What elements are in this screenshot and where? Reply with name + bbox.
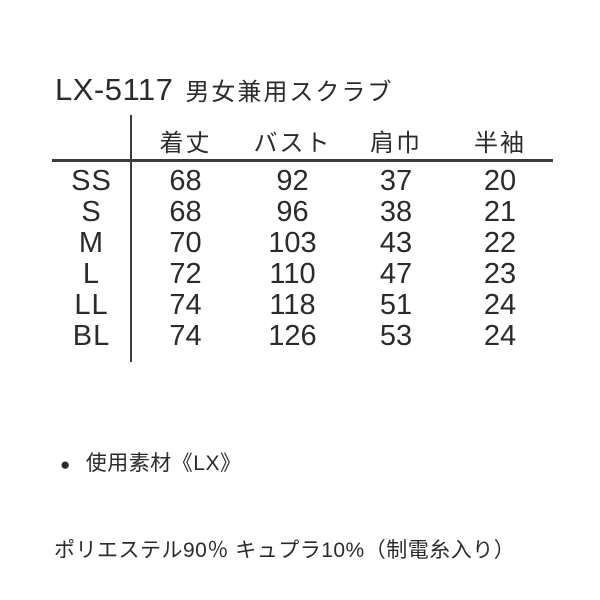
size-label: S [81,196,102,228]
cell-sleeve: 23 [483,258,517,290]
cell-shoulder: 53 [379,320,413,352]
cell-shoulder: 37 [379,165,413,197]
cell-bust: 96 [276,196,309,228]
cell-sleeve: 24 [483,320,517,352]
cell-sleeve: 22 [483,227,517,259]
cell-length: 74 [169,320,202,352]
cell-length: 72 [169,258,202,290]
cell-length: 68 [169,165,202,197]
cell-bust: 103 [268,227,317,259]
cell-bust: 118 [269,289,316,321]
table-body: SS 68 92 37 20 S 68 96 38 21 M 70 103 43… [52,166,553,352]
table-vertical-rule [130,115,132,362]
bullet-icon: ● [60,454,71,474]
material-info: ● 使用素材《LX》 ポリエステル90％ キュプラ10%（制電糸入り） 制菌加工… [54,394,515,600]
material-composition-line: ポリエステル90％ キュプラ10%（制電糸入り） [54,539,516,562]
material-heading-line: ● 使用素材《LX》 [54,450,515,478]
cell-bust: 110 [269,258,316,290]
cell-shoulder: 38 [379,196,413,228]
size-label: L [82,258,101,290]
table-row: L 72 110 47 23 [52,259,553,290]
column-header-bust: バスト [253,130,332,157]
table-row: SS 68 92 37 20 [52,166,553,197]
table-horizontal-rule [52,159,553,162]
cell-length: 74 [169,289,202,321]
table-row: BL 74 126 53 24 [52,321,553,352]
cell-shoulder: 51 [379,289,413,321]
cell-shoulder: 47 [379,258,413,290]
page-title: LX-5117 男女兼用スクラブ [55,72,393,108]
cell-sleeve: 20 [483,165,517,197]
cell-length: 68 [169,196,202,228]
table-header-row: 着丈 バスト 肩巾 半袖 [52,115,553,162]
column-header-sleeve: 半袖 [474,130,526,157]
size-label: LL [74,289,109,321]
product-name: 男女兼用スクラブ [185,79,394,106]
material-heading: 使用素材《LX》 [85,452,242,475]
cell-length: 70 [169,227,202,259]
table-row: LL 74 118 51 24 [52,290,553,321]
size-label: SS [71,165,112,197]
size-label: BL [72,320,111,352]
cell-sleeve: 24 [483,289,517,321]
size-label: M [78,227,105,259]
cell-shoulder: 43 [379,227,413,259]
column-header-length: 着丈 [159,130,212,157]
table-row: S 68 96 38 21 [52,197,553,228]
cell-sleeve: 21 [483,196,517,228]
size-table: 着丈 バスト 肩巾 半袖 SS 68 92 37 20 S 68 96 38 2… [52,115,553,362]
corner-cell [52,123,131,162]
product-model: LX-5117 [55,72,174,107]
cell-bust: 126 [268,320,317,352]
column-header-shoulder: 肩巾 [370,130,422,157]
table-row: M 70 103 43 22 [52,228,553,259]
cell-bust: 92 [276,165,309,197]
